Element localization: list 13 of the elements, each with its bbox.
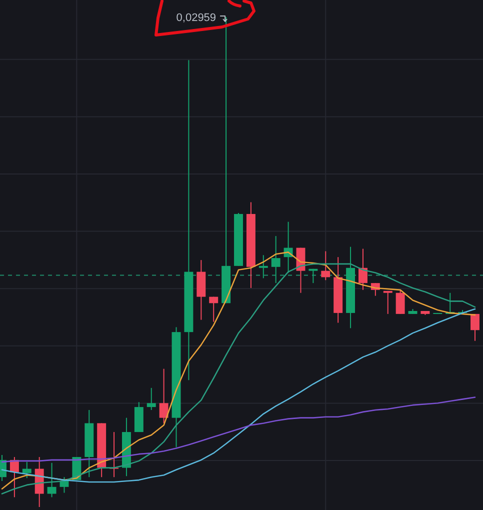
candlestick	[271, 236, 280, 284]
annotation: 0,02959	[176, 12, 216, 24]
candlestick	[159, 368, 168, 424]
candlestick	[209, 296, 218, 322]
candlestick	[47, 462, 56, 498]
candlestick	[383, 290, 392, 314]
candlestick	[308, 268, 318, 284]
candlestick	[321, 250, 330, 281]
candlestick	[146, 387, 156, 410]
candlestick	[258, 254, 268, 279]
candlestick	[396, 289, 405, 314]
candlestick	[358, 248, 368, 290]
candlestick	[22, 461, 32, 479]
